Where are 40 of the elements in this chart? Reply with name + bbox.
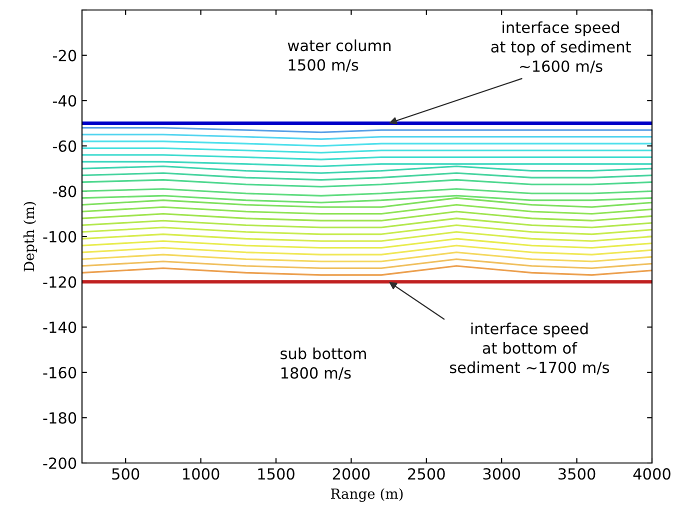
line-series	[82, 210, 652, 222]
x-tick-label: 2000	[332, 468, 370, 480]
line-series	[82, 252, 652, 262]
line-series	[82, 231, 652, 242]
y-tick-label: -40	[52, 95, 76, 107]
line-series	[82, 244, 652, 256]
y-tick-label: -20	[52, 50, 76, 62]
x-tick-label: 3000	[483, 468, 520, 480]
annotation: sub bottom 1800 m/s	[280, 347, 366, 380]
y-tick-label: -120	[43, 276, 76, 288]
line-series	[82, 218, 652, 228]
line-series	[82, 165, 652, 174]
line-series	[82, 194, 652, 204]
annotation: interface speed at top of sediment ~1600 m/s	[491, 21, 631, 74]
y-tick-label: -60	[52, 140, 76, 152]
x-tick-label: 1500	[258, 468, 294, 480]
line-series	[82, 204, 652, 215]
annotation: interface speed at bottom of sediment ~1700 m/s	[450, 322, 610, 374]
line-series	[82, 188, 652, 197]
line-series	[82, 179, 652, 188]
x-tick-label: 1000	[183, 468, 220, 480]
y-tick-label: -140	[43, 322, 76, 334]
x-tick-label: 500	[112, 468, 140, 480]
x-axis-title: Range (m)	[331, 488, 403, 502]
y-tick-label: -80	[52, 186, 76, 198]
y-tick-label: -180	[43, 412, 76, 424]
annotation: water column 1500 m/s	[288, 39, 391, 72]
y-tick-label: -200	[43, 457, 76, 470]
line-series	[82, 224, 652, 236]
line-series	[82, 197, 652, 208]
y-axis-title: Depth (m)	[23, 202, 37, 272]
line-series	[82, 265, 652, 276]
x-tick-label: 2500	[408, 468, 445, 480]
y-tick-label: -160	[43, 366, 76, 378]
x-tick-label: 4000	[633, 468, 670, 480]
line-series	[82, 172, 652, 181]
line-series	[82, 258, 652, 270]
y-tick-label: -100	[43, 230, 76, 243]
x-tick-label: 3500	[558, 468, 596, 480]
line-series	[82, 238, 652, 249]
